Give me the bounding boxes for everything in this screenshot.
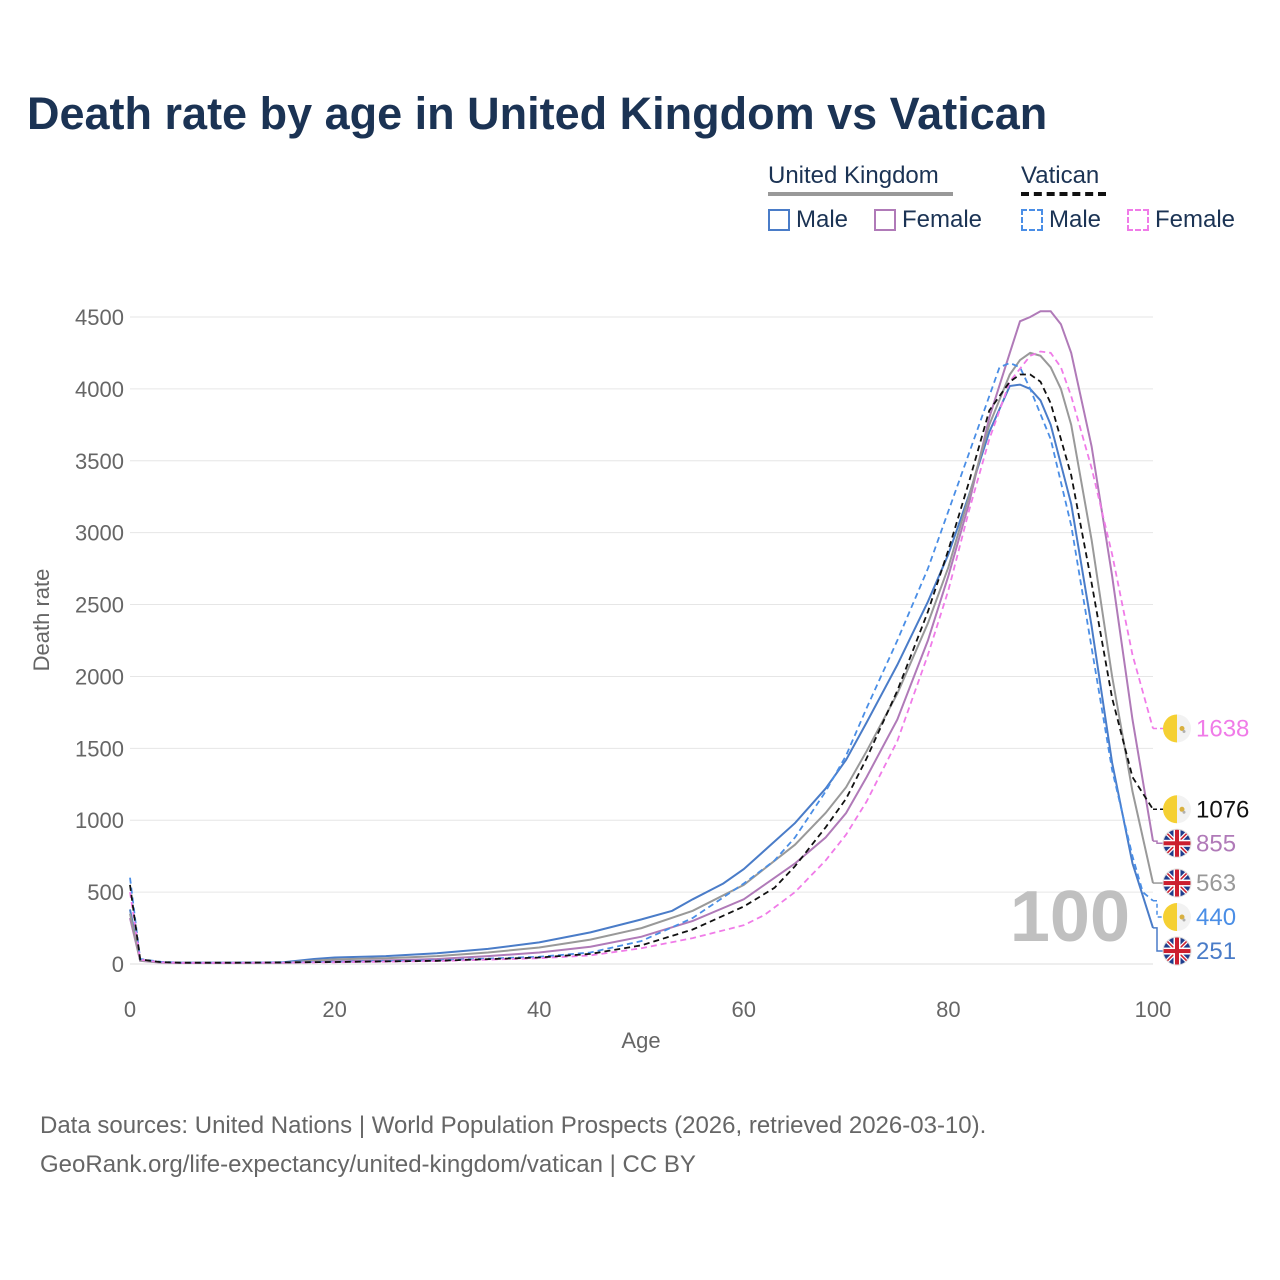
uk-flag-icon bbox=[1162, 828, 1192, 858]
x-tick-label: 60 bbox=[732, 997, 756, 1022]
legend-group-vatican: Vatican Male Female bbox=[1021, 162, 1271, 242]
x-tick-label: 100 bbox=[1135, 997, 1172, 1022]
end-label-value: 251 bbox=[1196, 938, 1236, 965]
end-label-leader bbox=[1153, 927, 1163, 952]
x-tick-label: 80 bbox=[936, 997, 960, 1022]
series-line-vatican-female[interactable] bbox=[129, 350, 1154, 964]
legend-group-title[interactable]: United Kingdom bbox=[768, 162, 939, 189]
x-tick-label: 20 bbox=[322, 997, 346, 1022]
y-tick-label: 2000 bbox=[75, 664, 124, 689]
uk-flag-icon bbox=[1162, 868, 1192, 898]
legend-item-label: Male bbox=[796, 206, 849, 233]
end-label-leader bbox=[1153, 840, 1163, 845]
legend-swatch-icon bbox=[768, 209, 790, 231]
legend-item-uk-male[interactable]: Male bbox=[768, 206, 848, 234]
end-label-value: 1076 bbox=[1196, 796, 1249, 823]
legend-group-title[interactable]: Vatican bbox=[1021, 162, 1100, 189]
legend-group-line bbox=[1021, 192, 1106, 196]
x-tick-label: 0 bbox=[124, 997, 136, 1022]
end-label-united-kingdom-male: 251 bbox=[1153, 927, 1236, 966]
grid bbox=[130, 316, 1153, 893]
end-label-vatican-female: 1638 bbox=[1153, 714, 1249, 743]
y-tick-label: 1000 bbox=[75, 808, 124, 833]
end-label-value: 440 bbox=[1196, 904, 1236, 931]
end-label-value: 855 bbox=[1196, 830, 1236, 857]
legend-item-label: Male bbox=[1049, 206, 1102, 233]
series-lines bbox=[129, 310, 1154, 964]
source-line-1: Data sources: United Nations | World Pop… bbox=[40, 1112, 987, 1139]
x-axis-title: Age bbox=[621, 1028, 660, 1053]
chart-title: Death rate by age in United Kingdom vs V… bbox=[27, 88, 1048, 139]
series-line-united-kingdom-male[interactable] bbox=[129, 383, 1154, 964]
y-tick-label: 3000 bbox=[75, 521, 124, 546]
y-tick-label: 3500 bbox=[75, 449, 124, 474]
x-axis-ticks: 0 20 40 60 80 100 bbox=[124, 997, 1171, 1022]
end-label-value: 1638 bbox=[1196, 715, 1249, 742]
series-line-vatican-male[interactable] bbox=[129, 362, 1154, 964]
y-tick-label: 0 bbox=[112, 952, 124, 977]
y-tick-label: 1500 bbox=[75, 736, 124, 761]
uk-flag-icon bbox=[1162, 936, 1192, 966]
legend-group-line bbox=[768, 192, 953, 196]
legend-swatch-icon bbox=[1127, 209, 1149, 231]
y-tick-label: 4000 bbox=[75, 377, 124, 402]
x-tick-label: 40 bbox=[527, 997, 551, 1022]
y-axis-ticks: 0 500 1000 1500 2000 2500 3000 3500 4000 4500 bbox=[75, 305, 124, 977]
y-tick-label: 4500 bbox=[75, 305, 124, 330]
end-label-united-kingdom-both: 563 bbox=[1153, 868, 1236, 898]
legend-item-va-male[interactable]: Male bbox=[1021, 206, 1101, 234]
end-label-value: 563 bbox=[1196, 870, 1236, 897]
legend-group-united-kingdom: United Kingdom Male Female bbox=[768, 162, 1018, 242]
end-label-vatican-both: 1076 bbox=[1153, 795, 1249, 824]
y-axis-title: Death rate bbox=[29, 569, 54, 672]
end-label-vatican-male: 440 bbox=[1153, 899, 1236, 932]
vatican-flag-icon bbox=[1163, 903, 1192, 932]
source-note: Data sources: United Nations | World Pop… bbox=[40, 1106, 986, 1184]
line-chart[interactable]: 0 500 1000 1500 2000 2500 3000 3500 4000 4500 0 20… bbox=[0, 0, 1280, 1100]
legend-swatch-icon bbox=[1021, 209, 1043, 231]
vatican-flag-icon bbox=[1163, 714, 1192, 743]
y-tick-label: 2500 bbox=[75, 593, 124, 618]
year-watermark: 100 bbox=[1010, 877, 1130, 957]
legend-item-va-female[interactable]: Female bbox=[1127, 206, 1235, 234]
end-label-leader bbox=[1153, 899, 1163, 918]
legend-swatch-icon bbox=[874, 209, 896, 231]
legend-item-label: Female bbox=[1155, 206, 1236, 233]
end-labels: 1638 1076 855 563 440 251 bbox=[1153, 714, 1249, 966]
series-line-united-kingdom-both[interactable] bbox=[129, 351, 1154, 964]
end-label-united-kingdom-female: 855 bbox=[1153, 828, 1236, 858]
vatican-flag-icon bbox=[1163, 795, 1192, 824]
y-tick-label: 500 bbox=[87, 880, 124, 905]
series-line-vatican-both[interactable] bbox=[129, 373, 1154, 964]
legend-item-uk-female[interactable]: Female bbox=[874, 206, 982, 234]
source-line-2[interactable]: GeoRank.org/life-expectancy/united-kingd… bbox=[40, 1151, 696, 1178]
legend-item-label: Female bbox=[902, 206, 983, 233]
